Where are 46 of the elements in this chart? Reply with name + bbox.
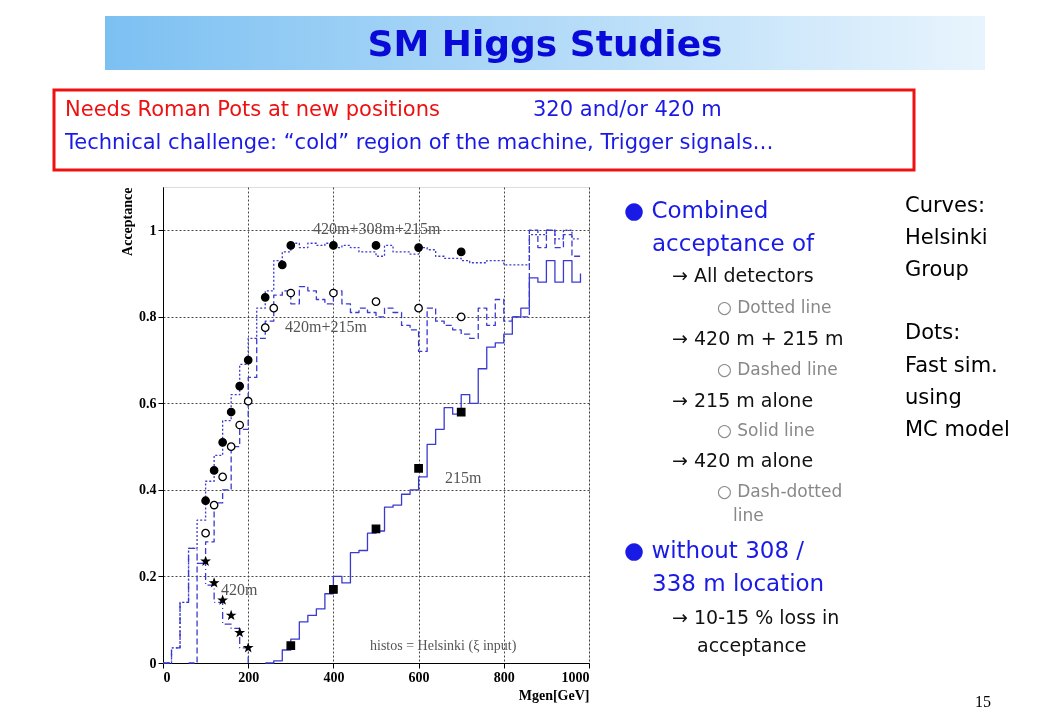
text: Fast sim. [905, 353, 998, 377]
text: 320 and/or 420 m [533, 97, 722, 121]
text: → 10-15 % loss in [672, 606, 840, 628]
x-tick-label: 0 [163, 669, 171, 685]
text: 15 [975, 693, 991, 710]
text: line [733, 505, 764, 525]
x-tick-label: 600 [408, 669, 430, 685]
text: Technical challenge: “cold” region of the machine, Trigger signals… [64, 130, 774, 154]
x-tick-label: 800 [493, 669, 515, 685]
y-axis-title: Acceptance [120, 187, 135, 256]
annotation: 420m [221, 581, 258, 598]
text: ○ Dotted line [717, 297, 832, 317]
text: → All detectors [672, 264, 814, 286]
text: → 420 m + 215 m [672, 327, 844, 349]
y-tick-label: 1 [149, 222, 157, 238]
annotation: 420m+215m [285, 318, 368, 335]
text: → 215 m alone [672, 389, 814, 411]
x-axis-title: Mgen[GeV] [518, 687, 590, 703]
text: ○ Dashed line [717, 359, 838, 379]
text: using [905, 385, 962, 409]
text: ● without 308 / [624, 537, 805, 563]
chart-title: SM Higgs Studies [367, 23, 723, 64]
y-tick-label: 0.6 [139, 395, 157, 411]
text: MC model [905, 417, 1010, 441]
text: ○ Solid line [717, 420, 815, 440]
x-tick-label: 400 [323, 669, 345, 685]
text: 338 m location [652, 570, 825, 596]
text: Needs Roman Pots at new positions [65, 97, 440, 121]
annotation: histos = Helsinki (ξ input) [370, 638, 517, 654]
text: acceptance of [652, 230, 815, 256]
text: ● Combined [624, 197, 769, 223]
y-tick-label: 0.8 [139, 309, 157, 325]
annotation: 215m [445, 469, 482, 486]
text: Curves: [905, 193, 985, 217]
x-tick-label: 1000 [561, 669, 590, 685]
text: ○ Dash-dotted [717, 481, 843, 501]
text: Dots: [905, 320, 961, 344]
x-tick-label: 200 [238, 669, 260, 685]
annotation: 420m+308m+215m [313, 220, 441, 237]
y-tick-label: 0.2 [139, 568, 157, 584]
y-tick-label: 0 [149, 655, 157, 671]
y-tick-label: 0.4 [139, 482, 157, 498]
text: acceptance [697, 634, 807, 656]
text: → 420 m alone [672, 449, 814, 471]
text: Helsinki [905, 225, 988, 249]
text: Group [905, 257, 969, 281]
